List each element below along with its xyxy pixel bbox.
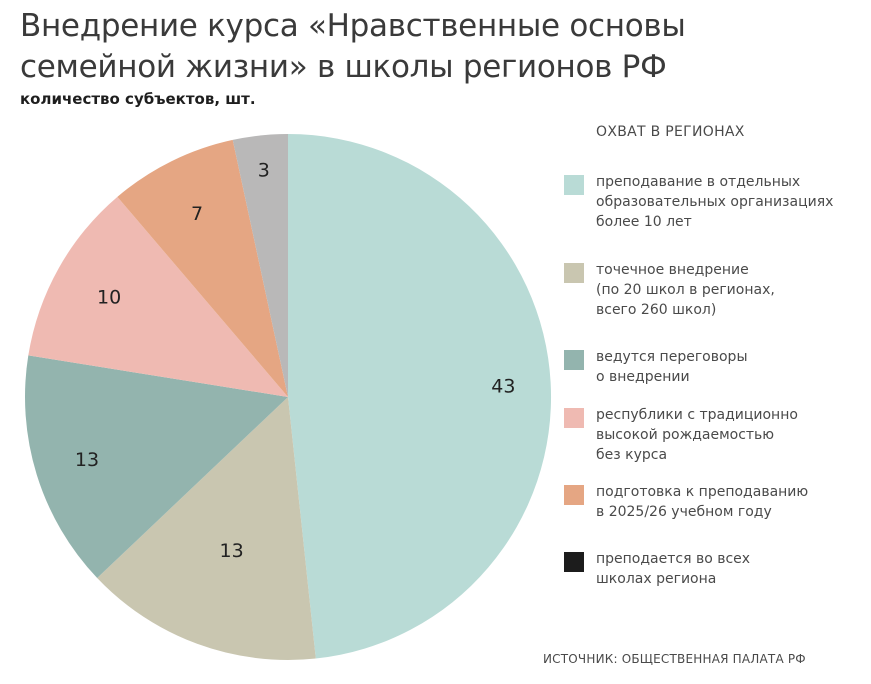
legend-swatch-2 xyxy=(564,350,584,370)
legend-label-0: преподавание в отдельных образовательных… xyxy=(596,174,834,230)
pie-slice-1 xyxy=(97,397,316,661)
legend-title: ОХВАТ В РЕГИОНАХ xyxy=(596,124,745,140)
legend-label-5: преподается во всех школах региона xyxy=(596,551,751,587)
legend-swatch-3 xyxy=(564,408,584,428)
legend-swatch-4 xyxy=(564,485,584,505)
pie-slice-3 xyxy=(28,196,289,397)
pie-slice-2 xyxy=(24,355,288,578)
pie-slice-extra-0-value-label: 3 xyxy=(258,160,270,182)
pie-slice-2-value-label: 13 xyxy=(75,449,99,471)
pie-slice-extra-0 xyxy=(232,134,288,397)
pie-slice-0 xyxy=(288,134,552,659)
pie-slice-4-value-label: 7 xyxy=(191,203,203,225)
pie-slice-4 xyxy=(117,139,289,397)
legend-label-1: точечное внедрение (по 20 школ в региона… xyxy=(596,262,775,318)
legend-swatch-1 xyxy=(564,263,584,283)
source-note: ИСТОЧНИК: ОБЩЕСТВЕННАЯ ПАЛАТА РФ xyxy=(543,652,806,666)
legend-label-4: подготовка к преподаванию в 2025/26 учеб… xyxy=(596,484,809,520)
legend-swatch-0 xyxy=(564,175,584,195)
pie-slice-3-value-label: 10 xyxy=(97,287,121,309)
legend-label-2: ведутся переговоры о внедрении xyxy=(596,349,748,385)
legend-label-3: республики с традиционно высокой рождаем… xyxy=(596,407,798,463)
chart-subtitle: количество субъектов, шт. xyxy=(20,90,256,108)
pie-slice-1-value-label: 13 xyxy=(220,540,244,562)
chart-title: Внедрение курса «Нравственные основы сем… xyxy=(20,8,686,85)
pie-slice-0-value-label: 43 xyxy=(491,376,515,398)
legend-swatch-5 xyxy=(564,552,584,572)
